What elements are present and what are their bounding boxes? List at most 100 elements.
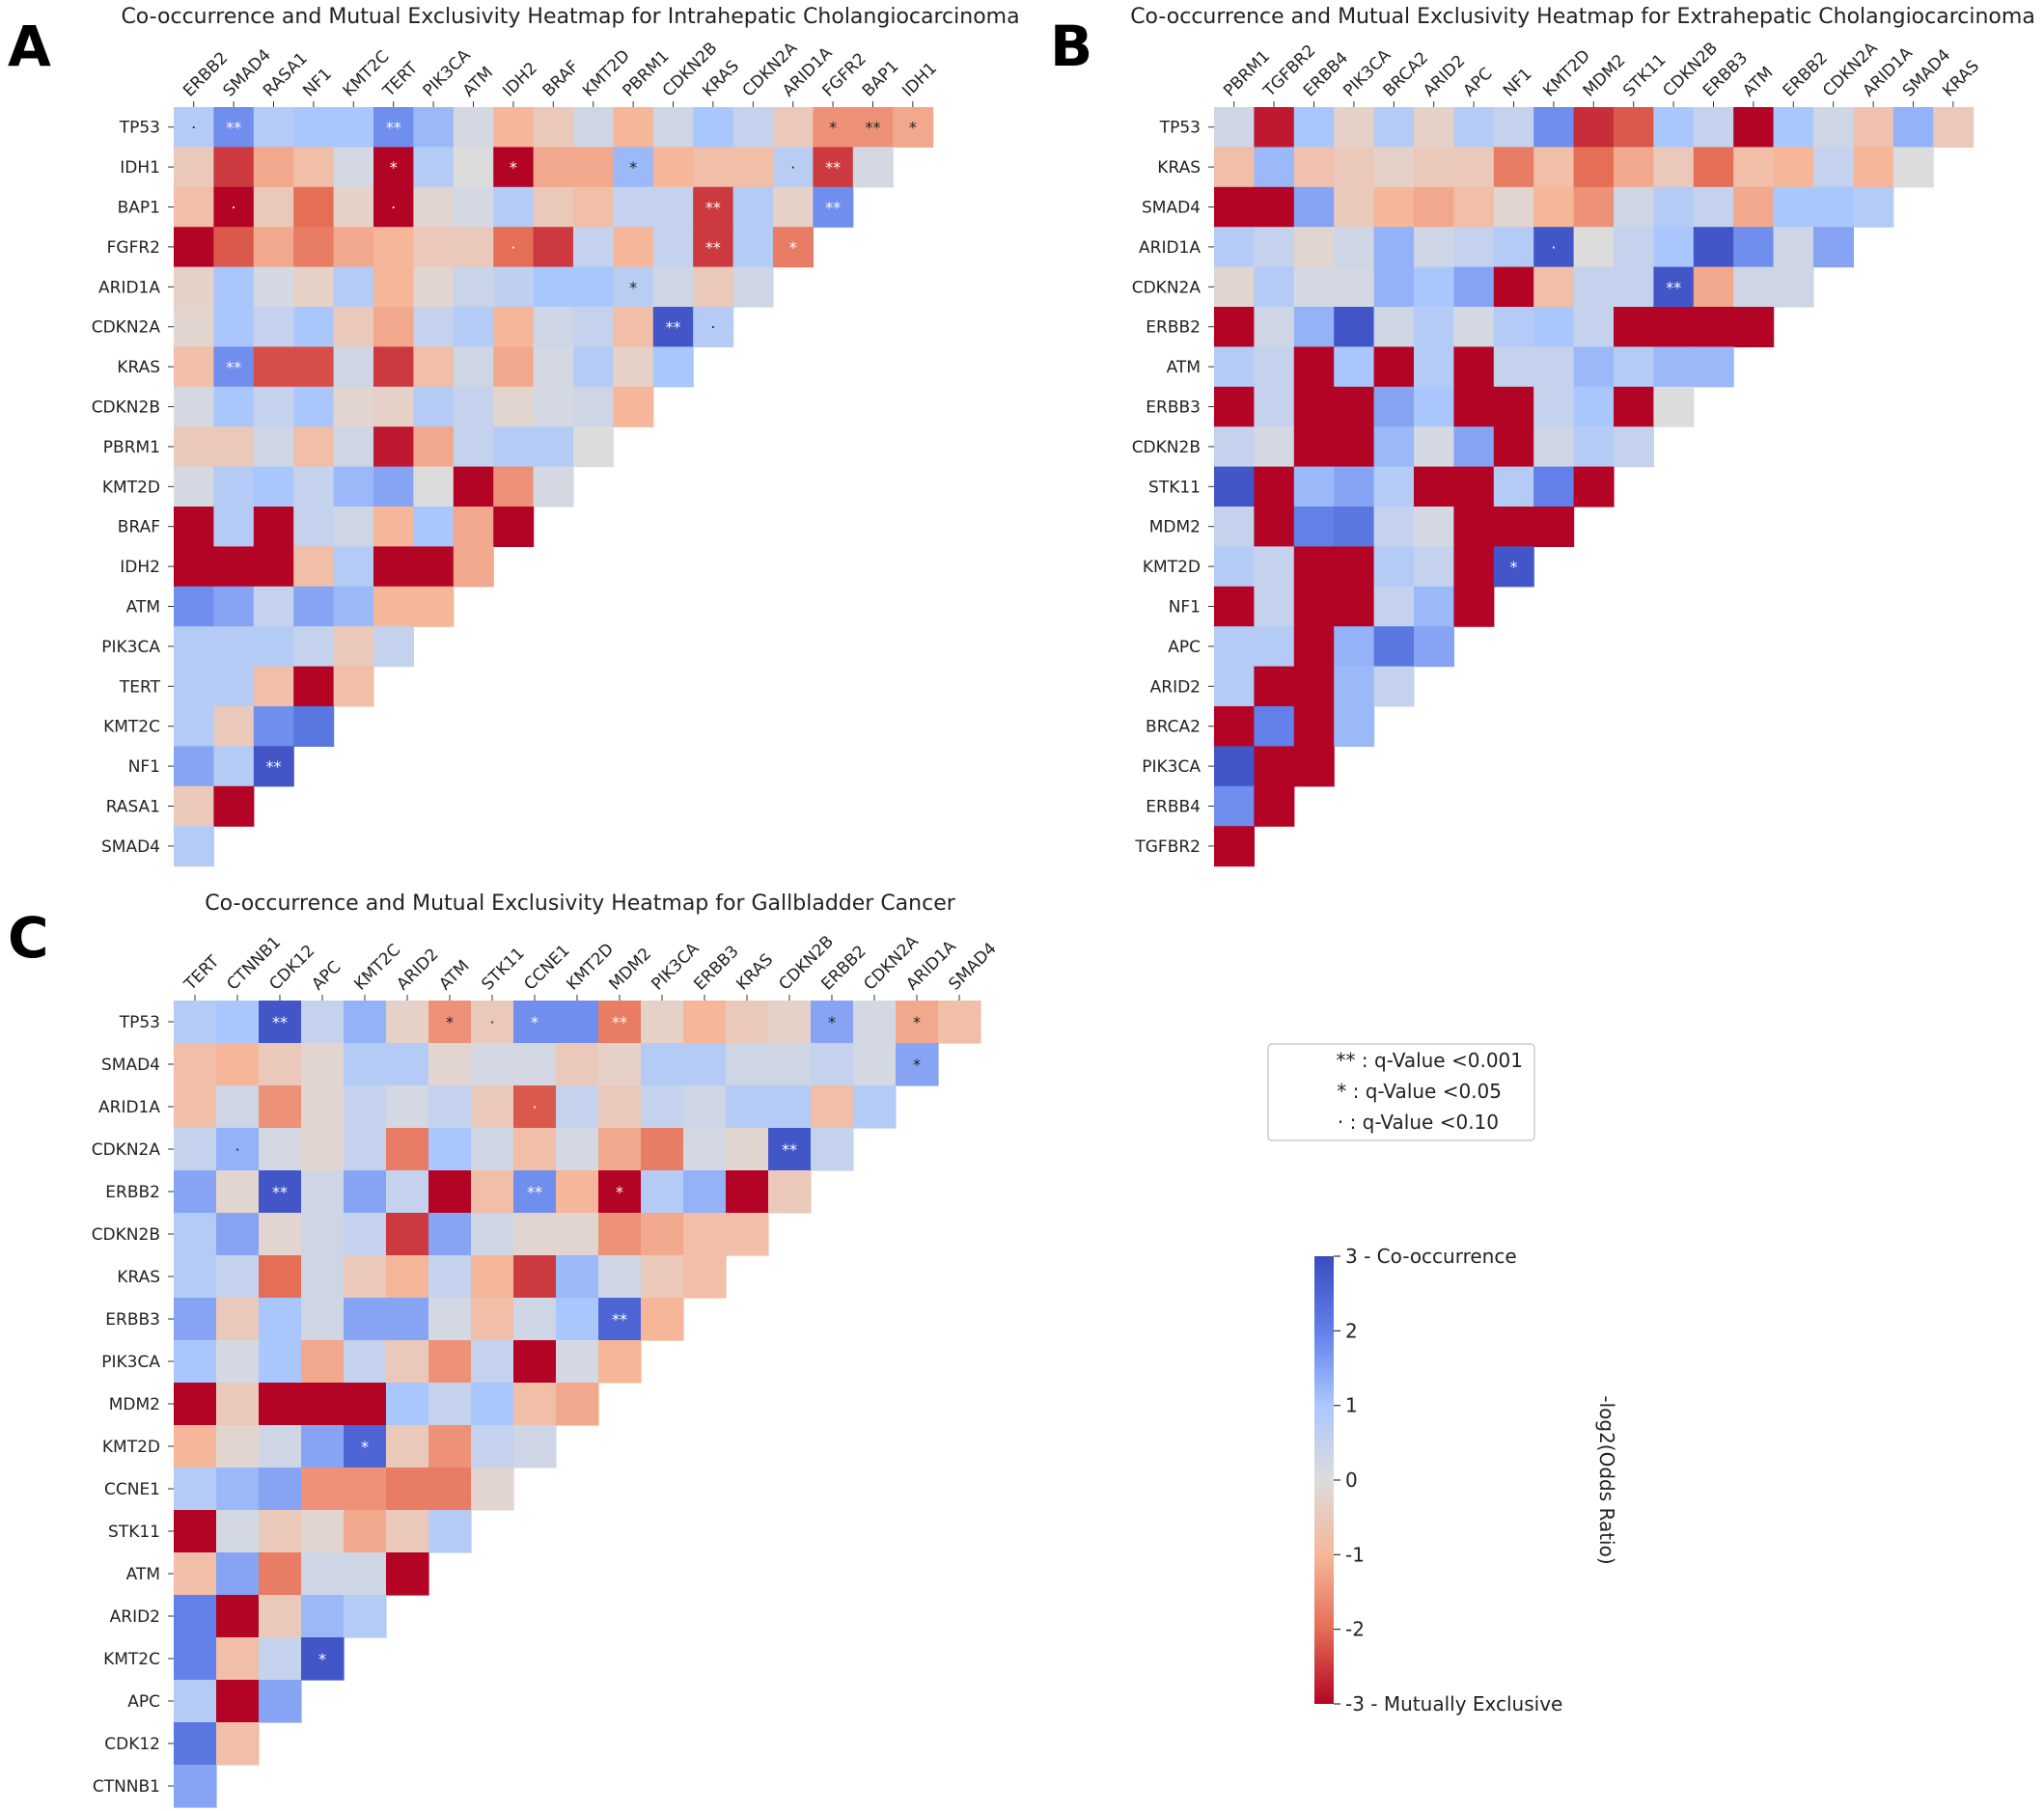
heatmap-cell-stk11-brca2	[1373, 466, 1415, 508]
row-label-tp53: TP53	[119, 119, 160, 138]
heatmap-cell-bap1-kmt2c	[333, 186, 374, 228]
heatmap-cell-mdm2-tert	[174, 1383, 217, 1426]
heatmap-cell-erbb3-mdm2	[598, 1298, 642, 1341]
heatmap-cell-stk11-nf1	[1493, 466, 1534, 508]
heatmap-cell-nf1-erbb2	[174, 746, 214, 787]
heatmap-cell-arid1a-idh2	[493, 266, 535, 308]
heatmap-cell-kmt2d-arid2	[386, 1425, 429, 1468]
row-label-erbb2: ERBB2	[105, 1183, 160, 1202]
heatmap-cell-arid1a-kmt2c	[344, 1085, 387, 1129]
heatmap-cell-erbb4-tgfbr2	[1254, 785, 1295, 827]
heatmap-cell-kras-apc	[301, 1255, 345, 1299]
heatmap-cell-arid1a-kmt2d	[1533, 227, 1575, 268]
heatmap-cell-bap1-kmt2d	[573, 186, 614, 228]
heatmap-cell-erbb3-arid2	[386, 1298, 429, 1341]
heatmap-cell-ccne1-tert	[174, 1468, 217, 1511]
heatmap-cell-bap1-pik3ca	[413, 186, 455, 228]
heatmap-cell-apc-erbb4	[1293, 626, 1335, 668]
heatmap-cell-fgfr2-tert	[373, 227, 414, 268]
heatmap-cell-cdkn2b-kmt2d	[573, 386, 614, 427]
heatmap-cell-smad4-mdm2	[598, 1043, 642, 1086]
col-label-braf: BRAF	[539, 57, 583, 100]
heatmap-cell-kras-pik3ca	[413, 346, 455, 388]
heatmap-cell-tp53-tgfbr2	[1254, 107, 1295, 148]
heatmap-cell-arid1a-atm	[428, 1085, 472, 1129]
row-label-pbrm1: PBRM1	[103, 438, 160, 457]
heatmap-cell-smad4-arid2	[386, 1043, 429, 1086]
heatmap-cell-erbb2-apc	[1453, 307, 1495, 347]
heatmap-cell-arid1a-atm	[1733, 227, 1775, 268]
heatmap-cell-kmt2d-kmt2c	[344, 1425, 387, 1468]
heatmap-cell-erbb3-cdk12	[259, 1298, 302, 1341]
heatmap-cell-cdkn2b-mdm2	[598, 1213, 642, 1256]
heatmap-cell-smad4-tgfbr2	[1254, 186, 1295, 228]
heatmap-cell-tert-nf1	[293, 666, 335, 707]
heatmap-cell-tp53-erbb2	[811, 1001, 854, 1044]
heatmap-cell-pik3ca-ccne1	[513, 1340, 557, 1384]
heatmap-cell-fgfr2-idh2	[493, 227, 535, 268]
heatmap-cell-erbb2-erbb4	[1293, 307, 1335, 347]
heatmap-cell-bap1-kras	[693, 186, 734, 228]
heatmap-cell-smad4-ctnnb1	[216, 1043, 260, 1086]
heatmap-cell-cdkn2a-mdm2	[1573, 266, 1615, 308]
heatmap-cell-smad4-pik3ca	[1334, 186, 1375, 228]
heatmap-cell-kras-erbb4	[1293, 147, 1335, 188]
heatmap-cell-tp53-kras	[1933, 107, 1975, 148]
heatmap-cell-arid1a-cdkn2a	[853, 1085, 897, 1129]
heatmap-cell-atm-arid2	[1414, 346, 1454, 388]
significance-mark-tp53-fgfr2: *	[829, 119, 837, 137]
heatmap-cell-smad4-ccne1	[513, 1043, 557, 1086]
heatmap-cell-tp53-arid2	[1414, 107, 1454, 148]
heatmap-cell-tp53-ccne1	[513, 1001, 557, 1044]
heatmap-cell-kras-cdkn2b	[1653, 147, 1695, 188]
heatmap-cell-pik3ca-kmt2c	[344, 1340, 387, 1384]
heatmap-cell-rasa1-smad4	[213, 785, 255, 827]
heatmap-cell-cdkn2a-tert	[174, 1128, 217, 1171]
heatmap-cell-tp53-cdkn2a	[732, 107, 774, 148]
heatmap-cell-kmt2d-stk11	[471, 1425, 514, 1468]
heatmap-cell-kmt2d-nf1	[1493, 546, 1534, 588]
heatmap-cell-arid1a-kras	[693, 266, 734, 308]
heatmap-cell-tp53-rasa1	[253, 107, 294, 148]
heatmap-cell-apc-cdk12	[259, 1680, 302, 1723]
heatmap-cell-pik3ca-smad4	[213, 626, 255, 668]
heatmap-cell-kras-arid2	[386, 1255, 429, 1299]
heatmap-cell-cdkn2a-ctnnb1	[216, 1128, 260, 1171]
heatmap-cell-arid1a-cdkn2a	[1813, 227, 1854, 268]
heatmap-cell-mdm2-stk11	[471, 1383, 514, 1426]
significance-mark-tp53-arid1a: *	[913, 1013, 921, 1031]
row-label-stk11: STK11	[1148, 478, 1201, 497]
significance-mark-arid1a-ccne1: ·	[532, 1098, 537, 1116]
significance-mark-idh1-idh2: *	[510, 158, 517, 177]
heatmap-cell-pik3ca-stk11	[471, 1340, 514, 1384]
significance-mark-nf1-rasa1: **	[266, 757, 282, 776]
heatmap-cell-kmt2c-rasa1	[253, 706, 294, 747]
heatmap-cell-cdkn2a-kmt2c	[333, 307, 374, 347]
heatmap-cell-stk11-atm	[428, 1510, 472, 1553]
heatmap-cell-mdm2-brca2	[1373, 507, 1415, 547]
row-label-erbb3: ERBB3	[105, 1310, 160, 1330]
heatmap-cell-cdkn2a-tert	[373, 307, 414, 347]
heatmap-cell-tp53-cdkn2b	[652, 107, 694, 148]
heatmap-cell-kras-pik3ca	[641, 1255, 684, 1299]
row-label-mdm2: MDM2	[109, 1395, 160, 1414]
heatmap-cell-cdkn2b-arid2	[386, 1213, 429, 1256]
heatmap-cell-kras-kmt2d	[556, 1255, 599, 1299]
heatmap-cell-atm-kmt2d	[1533, 346, 1575, 388]
heatmap-cell-kmt2d-tgfbr2	[1254, 546, 1295, 588]
heatmap-cell-kras-kmt2c	[344, 1255, 387, 1299]
heatmap-cell-arid1a-nf1	[293, 266, 335, 308]
heatmap-cell-fgfr2-erbb2	[174, 227, 214, 268]
heatmap-cell-bap1-arid1a	[773, 186, 814, 228]
heatmap-cell-erbb3-arid2	[1414, 386, 1454, 427]
heatmap-cell-cdkn2a-cdkn2b	[652, 307, 694, 347]
heatmap-cell-idh2-rasa1	[253, 546, 294, 588]
heatmap-cell-cdkn2a-tgfbr2	[1254, 266, 1295, 308]
heatmap-cell-tp53-nf1	[1493, 107, 1534, 148]
significance-mark-cdkn2a-kras: ·	[710, 318, 715, 337]
heatmap-cell-fgfr2-arid1a	[773, 227, 814, 268]
heatmap-cell-tp53-pik3ca	[1334, 107, 1375, 148]
significance-mark-fgfr2-kras: **	[705, 238, 721, 257]
heatmap-cell-pbrm1-atm	[453, 426, 494, 468]
heatmap-cell-cdkn2b-pik3ca	[413, 386, 455, 427]
